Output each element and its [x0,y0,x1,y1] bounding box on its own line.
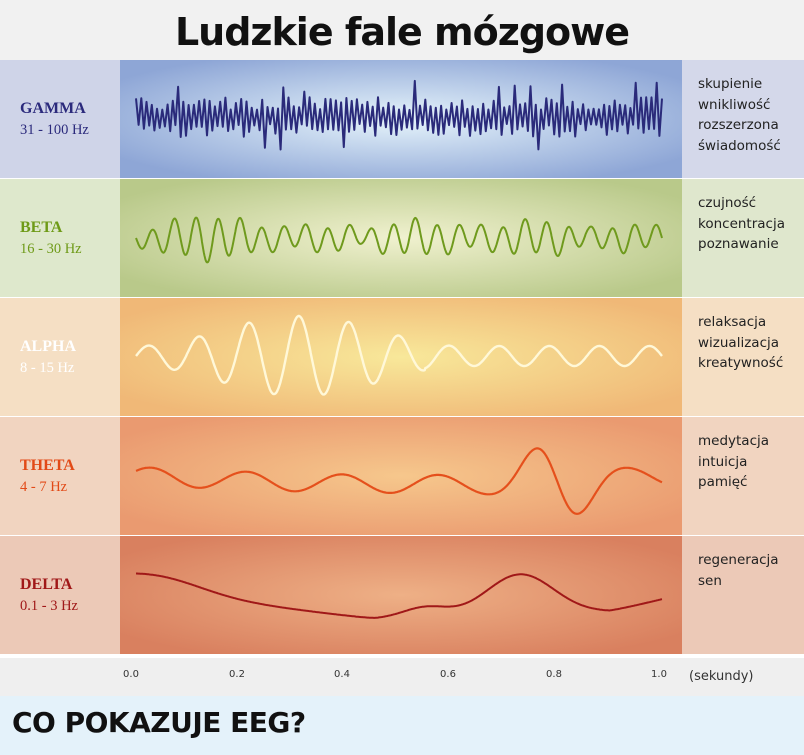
description-line: wnikliwość [698,96,771,113]
band-label-cell: THETA 4 - 7 Hz [0,417,120,535]
wave-name: BETA [20,219,63,236]
description-line: pamięć [698,474,748,490]
description-line: wizualizacja [698,334,780,351]
theta-wave-line [135,447,663,515]
wave-description: skupienie wnikliwość rozszerzona świadomość [698,74,781,156]
band-theta: THETA 4 - 7 Hz medytacja intuicja pamięć [0,417,804,535]
description-line: medytacja [698,433,770,449]
band-description-cell: czujność koncentracja poznawanie [682,179,804,297]
wave-description: czujność koncentracja poznawanie [698,193,785,255]
axis-unit: (sekundy) [689,669,754,684]
page-title: Ludzkie fale mózgowe [0,0,804,60]
time-axis: 0.0 0.2 0.4 0.6 0.8 1.0 (sekundy) [0,658,804,696]
description-line: czujność [698,195,757,211]
wave-panel [120,298,682,416]
description-line: intuicja [698,453,748,470]
band-description-cell: medytacja intuicja pamięć [682,417,804,535]
band-delta: DELTA 0.1 - 3 Hz regeneracja sen [0,536,804,654]
description-line: świadomość [698,137,781,154]
wave-panel [120,536,682,654]
delta-wave-line [136,572,663,619]
description-line: rozszerzona [698,117,779,133]
wave-description: relaksacja wizualizacja kreatywność [698,312,783,374]
wave-name: ALPHA [20,338,76,355]
wave-name: GAMMA [20,100,86,117]
band-label-cell: DELTA 0.1 - 3 Hz [0,536,120,654]
description-line: kreatywność [698,355,784,371]
band-description-cell: relaksacja wizualizacja kreatywność [682,298,804,416]
wave-panel [120,417,682,535]
wave-frequency: 16 - 30 Hz [20,241,82,257]
wave-name: THETA [20,457,75,474]
wave-frequency: 0.1 - 3 Hz [20,598,78,614]
footer-title: CO POKAZUJE EEG? [12,706,306,739]
band-description-cell: regeneracja sen [682,536,804,654]
axis-tick: 0.4 [334,669,350,680]
axis-tick: 0.8 [546,669,562,680]
gamma-wave-line [135,79,663,151]
description-line: koncentracja [698,215,785,232]
band-label-cell: ALPHA 8 - 15 Hz [0,298,120,416]
description-line: relaksacja [698,314,767,330]
beta-wave-line [135,216,663,264]
band-label-cell: BETA 16 - 30 Hz [0,179,120,297]
band-label-cell: GAMMA 31 - 100 Hz [0,60,120,178]
description-line: sen [698,572,722,589]
wave-description: medytacja intuicja pamięć [698,431,769,493]
description-line: regeneracja [698,552,779,568]
wave-description: regeneracja sen [698,550,779,591]
alpha-wave-line [135,314,663,396]
axis-tick: 0.6 [440,669,456,680]
axis-tick: 0.2 [229,669,245,680]
wave-frequency: 4 - 7 Hz [20,479,68,495]
footer-banner: CO POKAZUJE EEG? [0,696,804,755]
band-beta: BETA 16 - 30 Hz czujność koncentracja poznaw… [0,179,804,297]
wave-frequency: 8 - 15 Hz [20,360,75,376]
band-alpha: ALPHA 8 - 15 Hz relaksacja wizualizacja krea… [0,298,804,416]
description-line: skupienie [698,76,763,92]
wave-frequency: 31 - 100 Hz [20,122,89,138]
axis-tick: 1.0 [651,669,667,680]
description-line: poznawanie [698,236,779,252]
band-description-cell: skupienie wnikliwość rozszerzona świadomość [682,60,804,178]
wave-name: DELTA [20,576,73,593]
axis-tick: 0.0 [123,669,139,680]
